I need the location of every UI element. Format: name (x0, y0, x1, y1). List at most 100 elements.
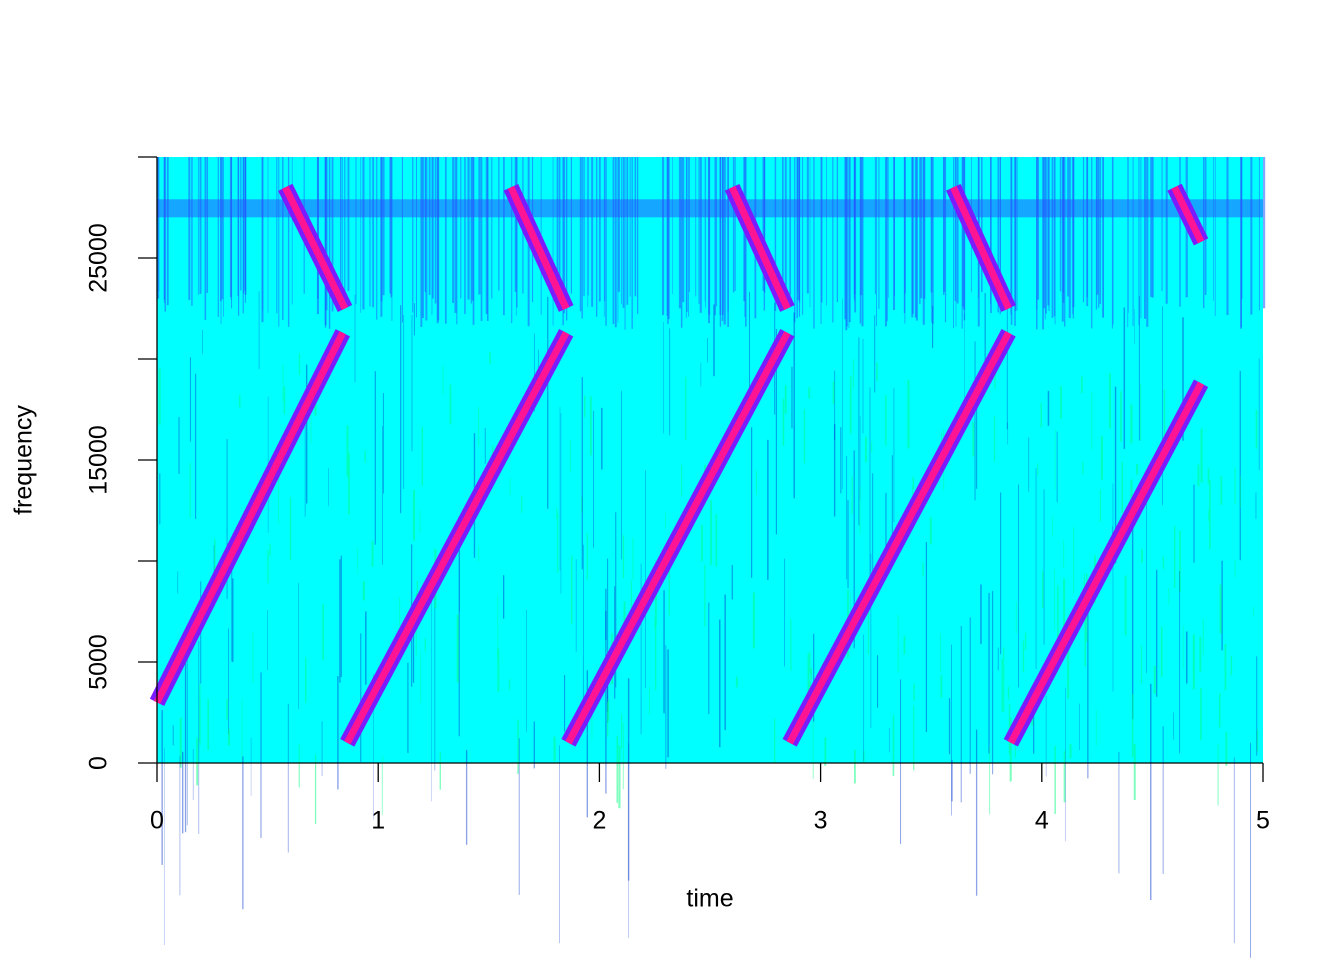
noise (685, 157, 687, 318)
noise (322, 604, 324, 660)
noise (678, 157, 682, 309)
noise (669, 328, 671, 436)
noise (655, 623, 657, 691)
noise (310, 402, 312, 444)
noise (607, 558, 609, 723)
noise (622, 157, 625, 308)
noise (1249, 742, 1251, 958)
noise (612, 157, 615, 325)
noise (1054, 569, 1055, 630)
noise (1141, 549, 1144, 563)
noise (1035, 468, 1037, 669)
noise (969, 617, 971, 774)
noise (715, 514, 718, 567)
noise (157, 157, 160, 299)
noise (198, 641, 200, 834)
noise (260, 672, 262, 838)
noise (604, 157, 606, 302)
noise (380, 157, 383, 302)
x-tick-label: 1 (371, 807, 385, 835)
noise (593, 410, 595, 548)
noise (1045, 157, 1047, 314)
noise (298, 744, 300, 788)
noise (812, 715, 814, 779)
noise (1007, 422, 1009, 445)
noise (853, 450, 855, 649)
noise (1036, 157, 1038, 330)
noise (775, 328, 777, 535)
noise (372, 157, 374, 308)
noise (1000, 492, 1002, 655)
noise (452, 157, 454, 304)
noise (581, 377, 583, 570)
noise (579, 157, 582, 312)
noise (649, 686, 650, 715)
noise (962, 157, 964, 307)
noise (226, 698, 228, 720)
noise (362, 581, 365, 601)
noise (1120, 391, 1122, 442)
noise (1056, 431, 1058, 503)
noise (242, 756, 244, 910)
noise (1179, 157, 1181, 307)
noise (226, 438, 228, 599)
noise (340, 555, 342, 678)
noise (267, 157, 269, 313)
noise (1041, 571, 1044, 609)
noise (1200, 687, 1202, 740)
noise (667, 157, 670, 320)
noise (1141, 646, 1143, 684)
noise (484, 427, 486, 464)
noise (922, 157, 925, 325)
noise (654, 617, 655, 630)
noise (498, 157, 500, 291)
noise (1054, 429, 1056, 490)
noise (314, 754, 317, 825)
noise (622, 535, 625, 579)
noise (797, 157, 800, 301)
noise (1262, 157, 1266, 309)
noise (586, 670, 588, 818)
noise (621, 157, 623, 305)
noise (591, 157, 594, 307)
noise (668, 563, 670, 616)
noise (1059, 157, 1062, 292)
noise (870, 553, 872, 729)
noise (354, 294, 356, 383)
noise (1182, 625, 1184, 669)
noise (1045, 695, 1047, 777)
noise (511, 157, 513, 324)
noise (1179, 571, 1181, 754)
noise (1043, 489, 1045, 645)
noise (1234, 560, 1236, 578)
noise (1054, 157, 1056, 325)
noise (1127, 157, 1129, 313)
noise (341, 157, 343, 299)
noise (762, 157, 765, 291)
noise (708, 602, 710, 715)
noise (773, 718, 776, 763)
noise (1161, 157, 1163, 292)
noise (240, 157, 242, 291)
noise (605, 157, 607, 326)
noise (1108, 373, 1111, 429)
noise (1144, 157, 1147, 319)
noise (1112, 483, 1114, 692)
noise (558, 157, 561, 307)
noise (347, 157, 350, 291)
noise (340, 157, 342, 299)
noise (289, 497, 292, 561)
noise (911, 157, 914, 314)
noise (1239, 370, 1241, 561)
noise (607, 699, 610, 722)
x-tick-label: 5 (1256, 807, 1270, 835)
noise (791, 366, 793, 429)
noise (1214, 157, 1216, 317)
noise (159, 473, 161, 525)
noise (1202, 619, 1204, 655)
noise (184, 632, 187, 833)
noise (509, 477, 511, 495)
chirp (1007, 381, 1205, 745)
noise (1043, 157, 1046, 309)
noise (903, 157, 906, 314)
